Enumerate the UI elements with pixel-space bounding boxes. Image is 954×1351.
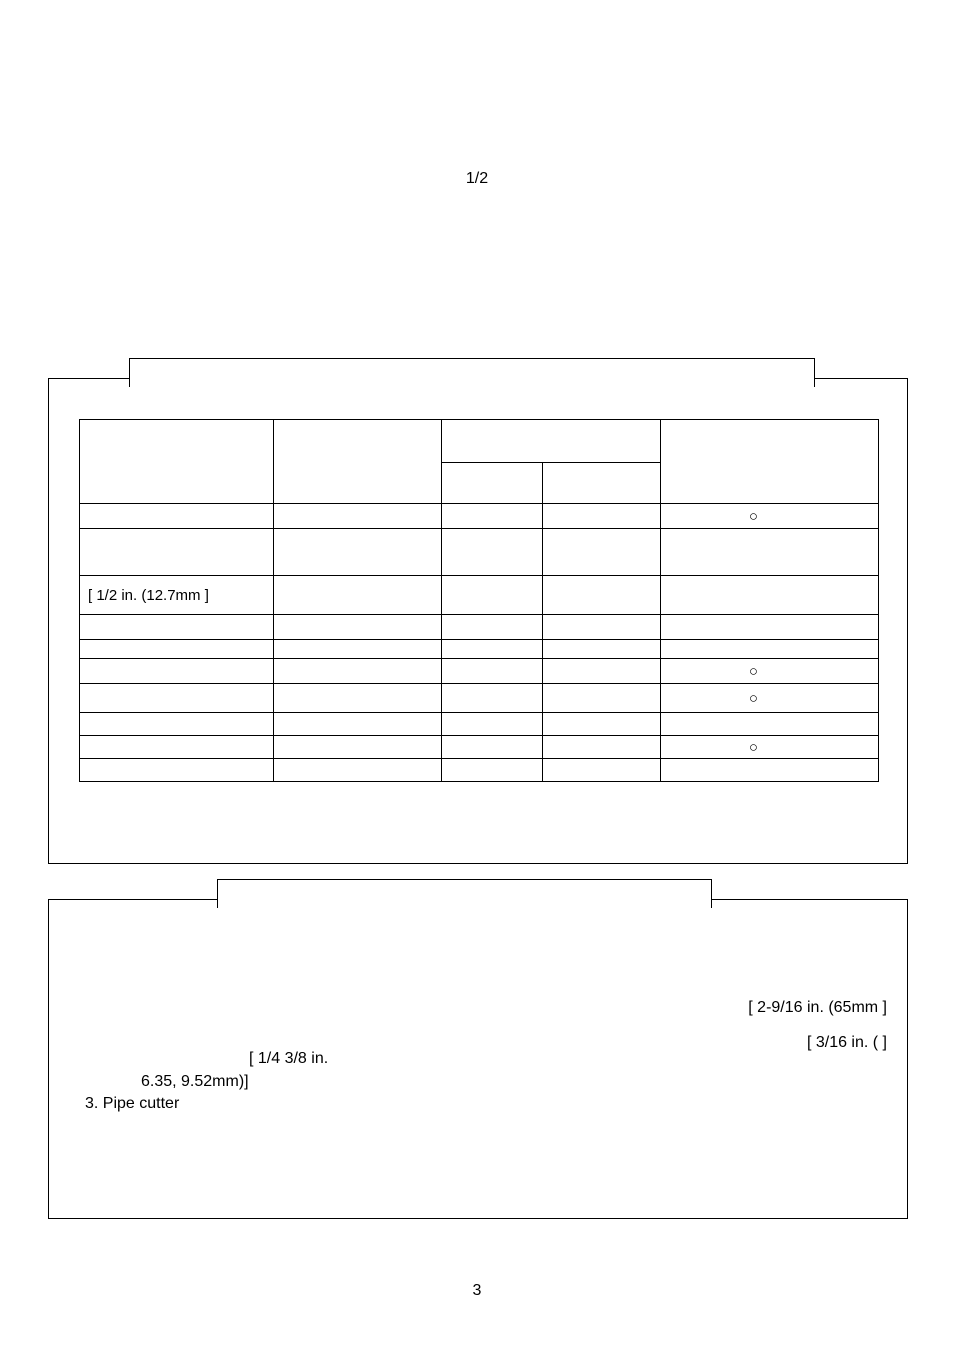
table-cell: [442, 420, 661, 463]
table-cell: [660, 529, 878, 576]
table-cell: [274, 576, 442, 615]
tools-box: [ 2-9/16 in. (65mm ] [ 3/16 in. ( ] [ 1/…: [48, 899, 908, 1219]
table-cell: [660, 640, 878, 659]
table-cell: [543, 615, 661, 640]
table-cell: ○: [660, 684, 878, 713]
table-cell: [274, 420, 442, 504]
table-cell: [442, 529, 543, 576]
table-cell: [442, 736, 543, 759]
table-cell: [274, 504, 442, 529]
page-number: 3: [0, 1282, 954, 1300]
table-cell: [442, 463, 543, 504]
table-cell: [543, 736, 661, 759]
table-cell: [543, 759, 661, 782]
table-cell: [274, 736, 442, 759]
tools-box-tab: [217, 879, 712, 908]
table-cell: ○: [660, 736, 878, 759]
page-fraction: 1/2: [0, 170, 954, 188]
table-cell: [274, 615, 442, 640]
table-cell: [80, 504, 274, 529]
hex-wrench-text: [ 3/16 in. ( ]: [807, 1034, 887, 1052]
table-cell: [80, 684, 274, 713]
table-cell: [660, 759, 878, 782]
table-cell: [543, 684, 661, 713]
table-cell: [442, 684, 543, 713]
table-cell: [543, 463, 661, 504]
table-cell: [543, 576, 661, 615]
table-cell: [442, 713, 543, 736]
table-cell: [274, 640, 442, 659]
table-cell: [660, 420, 878, 504]
table-cell: [274, 759, 442, 782]
table-cell: [80, 420, 274, 504]
table-cell: [80, 640, 274, 659]
table-cell: [80, 529, 274, 576]
table-cell: [442, 659, 543, 684]
table-cell: [543, 713, 661, 736]
table-cell: [80, 759, 274, 782]
table-cell: ○: [660, 504, 878, 529]
accessories-table: ○[ 1/2 in. (12.7mm ]○○○: [79, 419, 879, 782]
hole-saw-text: [ 2-9/16 in. (65mm ]: [748, 999, 887, 1017]
table-cell: [442, 504, 543, 529]
table-cell: [80, 615, 274, 640]
table-cell: [80, 659, 274, 684]
flaring-text-1: [ 1/4 3/8 in.: [249, 1050, 328, 1068]
table-cell: [543, 640, 661, 659]
table-cell: [660, 713, 878, 736]
table-cell: [543, 529, 661, 576]
table-cell: [442, 640, 543, 659]
table-cell: [442, 615, 543, 640]
table-cell: [274, 713, 442, 736]
table-cell: [660, 615, 878, 640]
table-cell: ○: [660, 659, 878, 684]
table-cell: [274, 684, 442, 713]
flaring-text-2: 6.35, 9.52mm)]: [141, 1073, 249, 1091]
table-cell: [543, 659, 661, 684]
table-cell: [274, 659, 442, 684]
table-cell: [543, 504, 661, 529]
pipe-cutter-text: 3. Pipe cutter: [85, 1095, 179, 1113]
table-cell: [80, 713, 274, 736]
table-cell: [442, 759, 543, 782]
table-cell: [442, 576, 543, 615]
table-cell: [274, 529, 442, 576]
table-cell: [ 1/2 in. (12.7mm ]: [80, 576, 274, 615]
accessories-box: ○[ 1/2 in. (12.7mm ]○○○: [48, 378, 908, 864]
table-cell: [660, 576, 878, 615]
accessories-box-tab: [129, 358, 815, 387]
table-cell: [80, 736, 274, 759]
